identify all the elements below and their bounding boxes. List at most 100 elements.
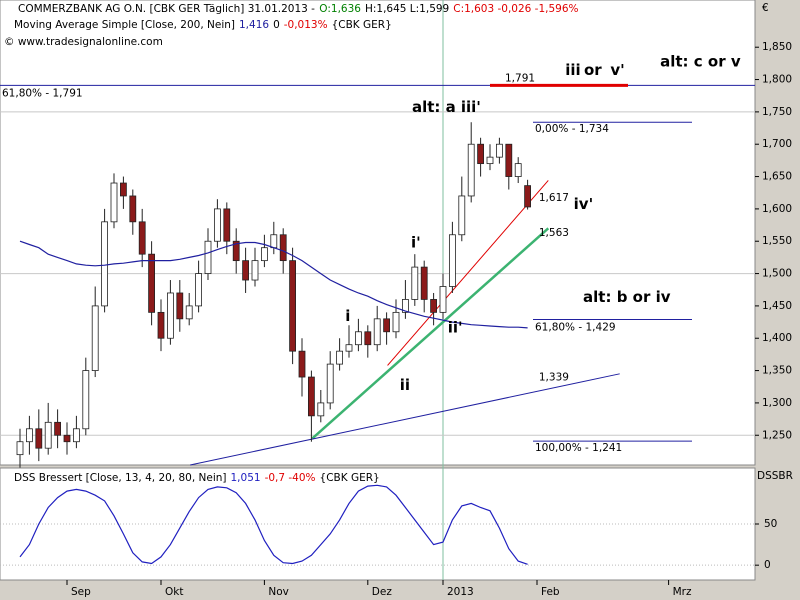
oscillator-panel <box>0 467 756 581</box>
dss-line <box>19 484 528 565</box>
x-tick-label: Okt <box>165 586 183 598</box>
candle-body <box>486 156 494 165</box>
copyright: © www.tradesignalonline.com <box>4 36 163 48</box>
candle-body <box>223 208 231 242</box>
x-tick-label: 2013 <box>447 586 474 598</box>
candle-body <box>401 299 409 313</box>
candle-body <box>373 318 381 346</box>
wave-label: iii <box>565 61 580 79</box>
candle-body <box>289 260 297 352</box>
legend-part: 1,051 <box>231 472 261 484</box>
y-tick-label: 1,350 <box>762 365 792 377</box>
y-tick-label: 0 <box>764 559 771 571</box>
legend-name: Moving Average Simple [Close, 200, Nein] <box>14 19 235 31</box>
candle-body <box>439 286 447 313</box>
candle-body <box>336 350 344 365</box>
candle-body <box>185 305 193 320</box>
trendline-label: 1,617 <box>539 192 569 204</box>
candle-body <box>383 318 391 333</box>
candle-body <box>120 182 127 197</box>
wave-label: alt: a <box>412 98 456 116</box>
legend-part: -0,7 -40% <box>265 472 316 484</box>
candle-body <box>477 143 485 165</box>
legend-part: H:1,645 L:1,599 <box>365 3 449 15</box>
legend-part: {CBK GER} <box>332 19 392 31</box>
candle-body <box>195 273 203 307</box>
wave-label: ii' <box>448 318 463 336</box>
trendline <box>387 180 549 366</box>
legend-entry: DSS Bressert [Close, 13, 4, 20, 80, Nein… <box>14 472 380 484</box>
wave-label: iv' <box>574 195 594 213</box>
y-tick-label: 1,850 <box>762 41 792 53</box>
candle-body <box>25 428 33 443</box>
y-tick-label: 1,300 <box>762 397 792 409</box>
x-tick-label: Nov <box>268 586 289 598</box>
y-tick-label: 1,650 <box>762 171 792 183</box>
x-tick-label: Mrz <box>673 586 692 598</box>
candle-body <box>467 143 475 197</box>
wave-label: i' <box>411 234 421 252</box>
wave-label: i <box>345 307 350 325</box>
unit-label: € <box>762 2 769 14</box>
level-label: 100,00% - 1,241 <box>535 442 622 454</box>
candle-body <box>138 221 146 255</box>
candle-body <box>166 292 174 339</box>
candle-body <box>505 143 513 177</box>
y-tick-label: 1,750 <box>762 106 792 118</box>
y-tick-label: 1,500 <box>762 268 792 280</box>
candle-body <box>251 260 259 281</box>
candle-body <box>73 428 80 443</box>
legend-name: DSS Bressert [Close, 13, 4, 20, 80, Nein… <box>14 472 227 484</box>
candle-body <box>458 195 466 236</box>
oscillator-axis-label: DSSBR <box>757 470 793 482</box>
wave-label: alt: c or v <box>660 53 741 71</box>
candle-body <box>270 234 278 249</box>
level-label: 61,80% - 1,429 <box>535 321 616 333</box>
candle-body <box>524 185 531 208</box>
trendline-label: 1,563 <box>539 227 569 239</box>
candle-body <box>392 311 400 333</box>
trendline-label: 1,339 <box>539 372 569 384</box>
candle-body <box>63 434 71 443</box>
price-panel <box>0 0 756 466</box>
candle-body <box>307 376 315 417</box>
candle-body <box>148 253 156 313</box>
chart-title: COMMERZBANK AG O.N. [CBK GER Täglich] 31… <box>18 3 579 15</box>
candle-body <box>176 292 184 320</box>
candle-body <box>260 247 268 262</box>
y-tick-label: 1,450 <box>762 300 792 312</box>
legend-entry: Moving Average Simple [Close, 200, Nein]… <box>14 19 392 31</box>
candle-body <box>91 305 99 371</box>
marker-label: 1,791 <box>505 72 535 84</box>
candle-body <box>364 331 372 346</box>
candle-body <box>54 421 61 436</box>
y-tick-label: 1,600 <box>762 203 792 215</box>
candle-body <box>129 195 137 223</box>
moving-average <box>19 240 528 329</box>
legend-part: 0 <box>273 19 280 31</box>
candle-body <box>317 402 325 417</box>
candle-body <box>232 240 240 262</box>
candle-body <box>420 266 428 300</box>
wave-label: or <box>584 61 602 79</box>
level-label: 61,80% - 1,791 <box>2 87 83 99</box>
candle-body <box>430 299 438 313</box>
wave-label: ii <box>400 376 410 394</box>
legend-part: -0,013% <box>284 19 328 31</box>
candle-body <box>411 266 419 300</box>
candle-body <box>157 311 165 339</box>
x-tick-label: Dez <box>372 586 393 598</box>
trendline <box>190 373 620 466</box>
legend-part: 1,416 <box>239 19 269 31</box>
candle-body <box>44 421 52 449</box>
y-tick-label: 1,800 <box>762 74 792 86</box>
legend-part: C:1,603 -0,026 -1,596% <box>453 3 578 15</box>
wave-label: alt: b or iv <box>583 288 671 306</box>
candle-body <box>110 182 118 223</box>
candle-body <box>279 234 287 262</box>
y-tick-label: 1,550 <box>762 235 792 247</box>
candle-body <box>514 163 522 177</box>
y-tick-label: 1,250 <box>762 429 792 441</box>
level-label: 0,00% - 1,734 <box>535 123 609 135</box>
